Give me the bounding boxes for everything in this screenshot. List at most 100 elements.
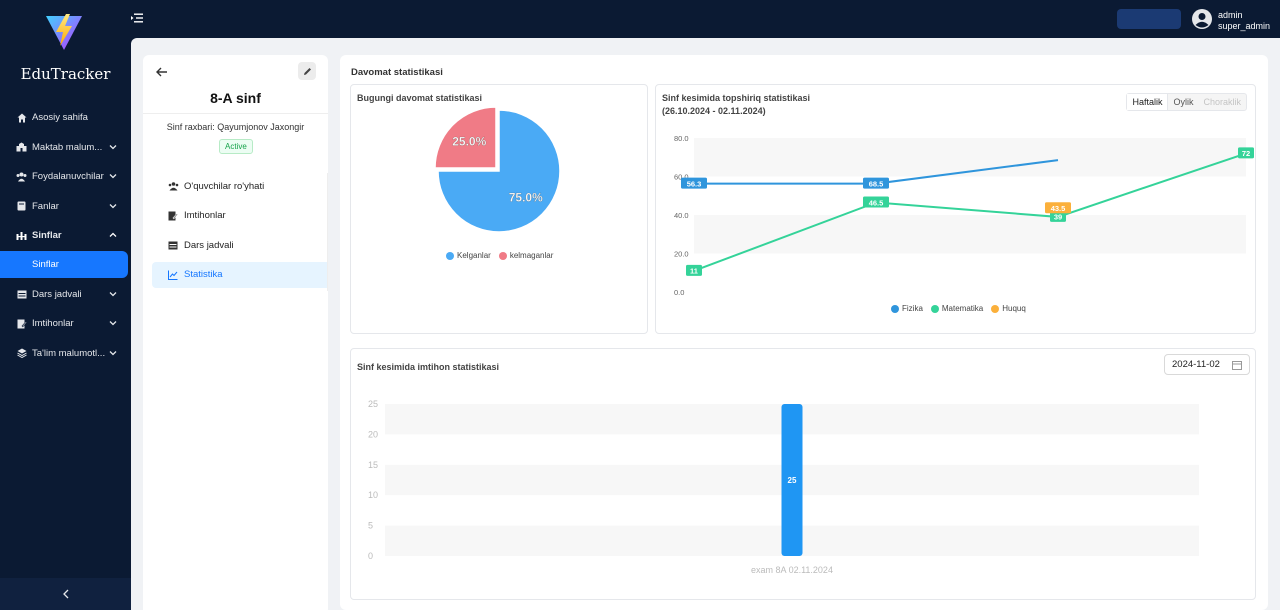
y-tick-label: 0 <box>368 551 373 561</box>
calendar-icon <box>168 240 179 251</box>
period-weekly[interactable]: Haftalik <box>1127 94 1169 110</box>
class-menu-label: O'quvchilar ro'yhati <box>184 180 265 192</box>
y-tick-label: 60.0 <box>674 173 689 182</box>
chevron-down-icon <box>109 203 117 208</box>
chevron-down-icon <box>109 321 117 326</box>
bar[interactable] <box>781 404 803 556</box>
data-label-box <box>1045 202 1071 214</box>
class-menu-statistics[interactable]: Statistika <box>152 261 327 288</box>
class-menu-label: Imtihonlar <box>184 210 226 221</box>
tasks-line-chart: 80.0 60.0 40.0 20.0 0.0 56.3 68.5 11 46.5 39 72 43.… <box>674 134 1254 297</box>
legend-dot <box>891 304 899 313</box>
y-tick-label: 25 <box>368 399 378 409</box>
status-badge: Active <box>219 139 253 154</box>
school-icon <box>16 142 27 153</box>
attendance-pie-chart: 75.0% 25.0% <box>434 106 561 233</box>
brand-name: EduTracker <box>20 65 111 83</box>
date-picker[interactable]: 2024-11-02 <box>1164 354 1250 375</box>
user-role: super_admin <box>1218 21 1271 31</box>
exam-card: Sinf kesimida imtihon statistikasi 2024-… <box>350 348 1256 600</box>
sidebar-item-label: Ta'lim malumotl... <box>32 347 106 359</box>
data-label-box <box>863 177 889 189</box>
sidebar-item-label: Sinflar <box>32 230 62 242</box>
sidebar-item-label: Fanlar <box>32 200 59 212</box>
data-label-box <box>686 264 702 276</box>
class-menu-schedule[interactable]: Dars jadvali <box>152 232 327 258</box>
sidebar-item-label: Maktab malum... <box>32 141 103 153</box>
book-icon <box>16 201 27 212</box>
tasks-card: Sinf kesimida topshiriq statistikasi (26… <box>655 84 1256 334</box>
data-label: 43.5 <box>1051 204 1066 213</box>
period-monthly[interactable]: Oylik <box>1173 97 1194 107</box>
sidebar-item-education[interactable]: Ta'lim malumotl... <box>0 339 131 369</box>
chevron-down-icon <box>109 144 117 149</box>
legend-item[interactable]: Fizika <box>891 304 923 313</box>
class-menu: O'quvchilar ro'yhati Imtihonlar Dars jad… <box>152 173 328 291</box>
data-label: 72 <box>1242 149 1250 158</box>
sidebar-item-school[interactable]: Maktab malum... <box>0 133 131 163</box>
legend-label: Fizika <box>902 304 923 313</box>
grid-band <box>694 215 1246 254</box>
classes-icon <box>16 230 27 241</box>
date-value: 2024-11-02 <box>1172 359 1220 370</box>
pie-slice[interactable] <box>437 109 561 233</box>
chevron-left-icon <box>62 589 68 599</box>
sidebar-subitem-classes[interactable]: Sinflar <box>0 250 128 278</box>
exam-icon <box>168 210 179 221</box>
data-label: 56.3 <box>687 179 702 188</box>
legend-item[interactable]: Huquq <box>991 304 1026 313</box>
sidebar-item-label: Imtihonlar <box>32 318 74 330</box>
students-icon <box>168 181 179 192</box>
sidebar-item-exams[interactable]: Imtihonlar <box>0 309 131 339</box>
sidebar-item-classes[interactable]: Sinflar <box>0 221 131 251</box>
y-tick-label: 20 <box>368 429 378 439</box>
user-name: admin <box>1218 10 1243 20</box>
tasks-date-range: (26.10.2024 - 02.11.2024) <box>662 106 766 116</box>
legend-item[interactable]: Kelganlar <box>446 251 491 260</box>
chevron-up-icon <box>109 232 117 237</box>
edit-button[interactable] <box>298 62 316 80</box>
class-menu-label: Statistika <box>184 269 223 280</box>
sidebar-item-label: Asosiy sahifa <box>32 112 88 124</box>
pie-slice[interactable] <box>434 106 497 169</box>
arrow-left-icon[interactable] <box>155 65 169 79</box>
sidebar-item-users[interactable]: Foydalanuvchilar <box>0 162 131 192</box>
tasks-legend: Fizika Matematika Huquq <box>891 304 1026 313</box>
y-tick-label: 40.0 <box>674 211 689 220</box>
legend-item[interactable]: Matematika <box>930 304 983 313</box>
main-content: 8-A sinf Sinf raxbari: Qayumjonov Jaxong… <box>131 38 1280 610</box>
pencil-icon <box>303 67 311 75</box>
user-avatar-icon[interactable] <box>1192 9 1212 29</box>
class-leader: Sinf raxbari: Qayumjonov Jaxongir <box>166 122 305 132</box>
legend-item[interactable]: kelmaganlar <box>498 251 553 260</box>
class-panel: 8-A sinf Sinf raxbari: Qayumjonov Jaxong… <box>143 55 328 610</box>
menu-fold-icon[interactable] <box>131 12 143 24</box>
sidebar: EduTracker Asosiy sahifa Maktab malum...… <box>0 0 131 610</box>
data-label-box <box>863 196 889 208</box>
user-info[interactable]: admin super_admin <box>1218 10 1270 32</box>
sidebar-item-schedule[interactable]: Dars jadvali <box>0 280 131 310</box>
sidebar-subitem-label: Sinflar <box>32 258 59 270</box>
home-icon <box>16 112 27 123</box>
y-tick-label: 15 <box>368 460 378 470</box>
class-menu-exams[interactable]: Imtihonlar <box>152 203 327 229</box>
class-menu-label: Dars jadvali <box>184 239 234 251</box>
pie-data-label: 75.0% <box>509 191 543 205</box>
calendar-icon <box>16 289 27 300</box>
class-menu-students[interactable]: O'quvchilar ro'yhati <box>152 173 327 199</box>
data-label-box <box>1238 147 1254 159</box>
y-tick-label: 20.0 <box>674 250 689 259</box>
chart-icon <box>168 269 179 280</box>
bar-value-label: 25 <box>788 476 797 485</box>
y-tick-label: 10 <box>368 490 378 500</box>
series-line[interactable] <box>693 152 1247 272</box>
sidebar-item-subjects[interactable]: Fanlar <box>0 192 131 222</box>
sidebar-item-label: Foydalanuvchilar <box>32 171 104 183</box>
y-tick-label: 80.0 <box>674 134 689 143</box>
sidebar-item-home[interactable]: Asosiy sahifa <box>0 103 131 133</box>
sidebar-collapse-button[interactable] <box>0 578 131 610</box>
sidebar-item-label: Dars jadvali <box>32 288 82 300</box>
header-action-button[interactable] <box>1117 9 1181 29</box>
exam-bar-chart: 25 20 15 10 5 0 25 exam 8A 02.11.2024 <box>368 399 1199 575</box>
grid-band <box>694 138 1246 177</box>
